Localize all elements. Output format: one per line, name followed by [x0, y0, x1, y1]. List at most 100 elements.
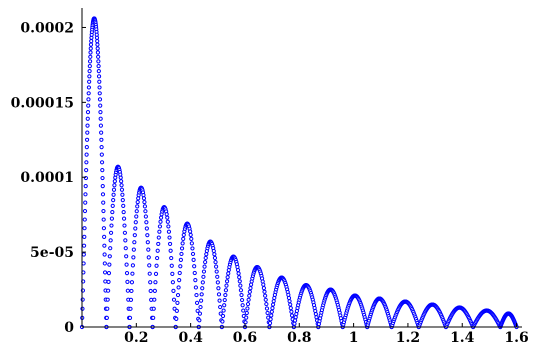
data-point	[102, 243, 107, 248]
data-point	[244, 315, 249, 320]
data-point	[179, 251, 184, 257]
data-point	[218, 311, 223, 316]
data-point	[111, 192, 116, 197]
data-point	[101, 208, 106, 214]
data-point	[101, 217, 106, 222]
data-point	[96, 64, 101, 69]
data-point	[289, 309, 294, 314]
data-point	[131, 247, 136, 252]
data-point	[143, 209, 148, 214]
data-point	[127, 315, 133, 320]
data-point	[144, 226, 149, 231]
data-point	[203, 255, 208, 261]
data-point	[84, 152, 89, 157]
data-point	[135, 204, 140, 209]
data-point	[98, 110, 103, 115]
data-point	[293, 315, 298, 320]
data-point	[221, 308, 226, 313]
data-point	[97, 91, 102, 96]
data-point	[97, 79, 102, 84]
data-point	[217, 298, 222, 303]
data-point	[198, 304, 203, 310]
data-point	[119, 183, 124, 188]
data-point	[133, 226, 138, 231]
data-point	[245, 306, 250, 311]
data-point	[100, 175, 105, 181]
y-tick-label: 0.00015	[11, 95, 74, 111]
data-points	[79, 16, 519, 330]
data-point	[192, 264, 197, 269]
y-tick-label: 0.0002	[20, 20, 74, 36]
data-point	[84, 145, 89, 150]
data-point	[165, 219, 170, 224]
x-tick-label: 1	[349, 330, 359, 345]
data-point	[261, 282, 266, 287]
data-point	[213, 259, 218, 265]
data-point	[171, 297, 177, 302]
data-point	[200, 286, 205, 291]
data-point	[197, 311, 203, 316]
data-point	[129, 288, 134, 294]
data-point	[174, 308, 179, 313]
data-point	[124, 254, 129, 259]
data-point	[224, 283, 229, 288]
data-point	[239, 297, 245, 303]
data-point	[190, 251, 196, 257]
data-point	[148, 288, 153, 294]
data-point	[223, 288, 229, 293]
data-point	[178, 264, 183, 269]
data-point	[99, 145, 104, 150]
data-point	[216, 286, 221, 291]
data-point	[268, 317, 273, 322]
data-point	[103, 279, 108, 284]
data-point	[313, 311, 318, 317]
data-point	[225, 275, 230, 280]
y-tick-label: 5e-05	[30, 245, 74, 261]
data-point	[102, 270, 108, 275]
data-point	[119, 187, 125, 192]
data-point	[95, 42, 100, 47]
data-point	[199, 298, 204, 303]
data-point	[169, 255, 174, 261]
data-point	[241, 308, 246, 313]
data-point	[292, 321, 297, 326]
data-point	[123, 238, 128, 243]
data-point	[269, 313, 274, 318]
data-point	[96, 59, 101, 64]
data-point	[83, 200, 88, 205]
data-point	[215, 274, 220, 279]
data-point	[247, 289, 252, 294]
data-point	[94, 35, 100, 40]
data-point	[146, 255, 151, 260]
data-point	[158, 219, 163, 224]
data-point	[123, 246, 128, 251]
data-point	[180, 241, 185, 246]
data-point	[288, 305, 293, 311]
data-point	[177, 277, 182, 283]
data-point	[192, 270, 197, 276]
data-point	[169, 263, 174, 268]
data-point	[102, 252, 107, 257]
data-point	[171, 288, 176, 293]
data-point	[152, 297, 157, 302]
data-point	[194, 300, 200, 305]
data-point	[220, 313, 226, 319]
data-point	[87, 59, 93, 64]
data-point	[156, 235, 161, 240]
data-point	[81, 243, 87, 248]
data-point	[89, 39, 94, 44]
data-point	[247, 293, 252, 298]
data-point	[82, 208, 88, 214]
data-point	[194, 292, 199, 298]
data-point	[151, 306, 156, 311]
data-point	[125, 288, 130, 293]
data-point	[167, 235, 172, 240]
data-point	[88, 54, 93, 59]
data-point	[195, 308, 200, 313]
data-point	[106, 279, 111, 284]
data-point	[132, 240, 137, 245]
data-point	[108, 246, 113, 251]
data-point	[204, 252, 209, 257]
data-point	[106, 271, 112, 276]
